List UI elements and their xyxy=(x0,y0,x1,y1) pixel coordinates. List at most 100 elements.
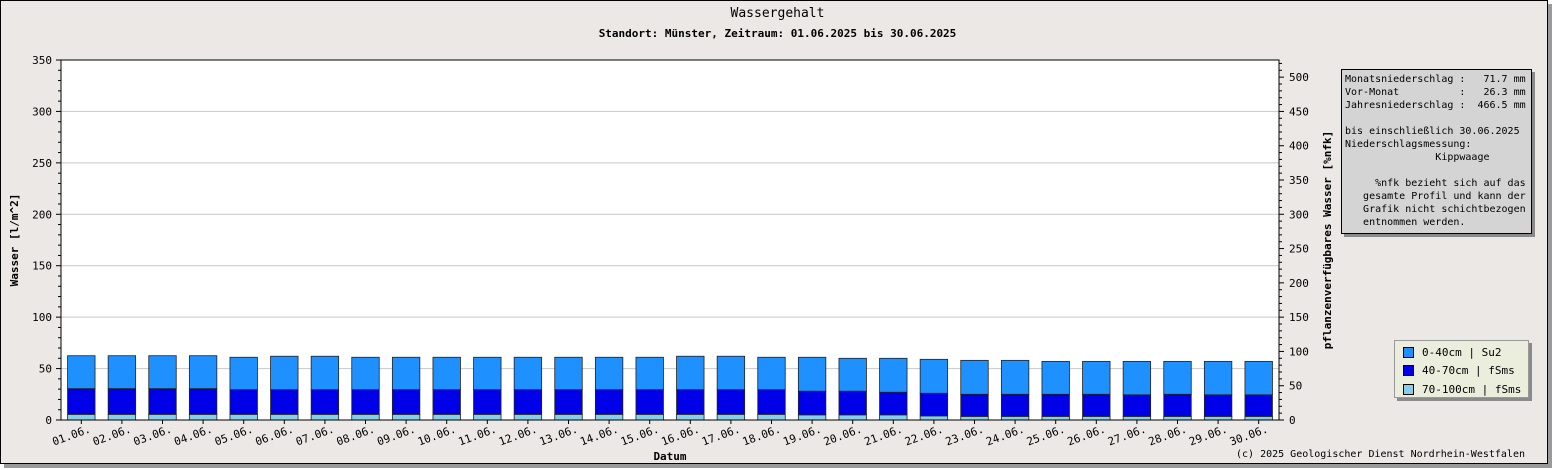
bar-layer-0-40 xyxy=(716,355,746,391)
x-tick-label: 03.06. xyxy=(132,423,174,449)
bar-layer-0-40 xyxy=(351,356,380,391)
bar-layer-40-70 xyxy=(148,388,177,415)
bar-layer-0-40 xyxy=(1000,359,1030,395)
bar-layer-40-70 xyxy=(594,389,624,415)
bar-layer-70-100 xyxy=(1082,415,1111,421)
x-tick-label: 28.06. xyxy=(1147,423,1189,449)
bar-layer-0-40 xyxy=(797,356,827,392)
x-tick-label: 30.06. xyxy=(1228,423,1270,449)
bar-layer-70-100 xyxy=(879,414,908,421)
bar-layer-0-40 xyxy=(310,355,340,391)
bar-layer-0-40 xyxy=(107,355,137,390)
y-tick-label: 0 xyxy=(45,414,52,427)
legend-swatch-layer-0-40 xyxy=(1403,347,1414,358)
x-tick-label: 18.06. xyxy=(741,423,783,449)
y2-tick-label: 50 xyxy=(1289,380,1302,393)
y-tick-label: 250 xyxy=(32,157,52,170)
bar-layer-40-70 xyxy=(919,392,949,417)
bar-layer-70-100 xyxy=(513,413,543,421)
bar-layer-0-40 xyxy=(188,355,218,390)
x-tick-label: 01.06. xyxy=(51,423,93,449)
y2-tick-label: 0 xyxy=(1289,414,1296,427)
bar-layer-70-100 xyxy=(797,414,827,421)
y2-tick-label: 300 xyxy=(1289,208,1309,221)
legend-swatch-layer-70-100 xyxy=(1403,384,1414,395)
bar-layer-0-40 xyxy=(1041,360,1070,395)
y-tick-label: 200 xyxy=(32,208,52,221)
x-tick-label: 22.06. xyxy=(903,423,945,449)
y-tick-label: 300 xyxy=(32,105,52,118)
bar-layer-0-40 xyxy=(635,356,664,391)
bar-layer-40-70 xyxy=(554,389,583,415)
y-tick-label: 100 xyxy=(32,311,52,324)
x-tick-label: 15.06. xyxy=(619,423,661,449)
legend-swatch-layer-40-70 xyxy=(1403,365,1414,376)
x-tick-label: 05.06. xyxy=(213,423,255,449)
bar-layer-40-70 xyxy=(107,388,137,415)
bar-layer-70-100 xyxy=(1163,415,1192,421)
bar-layer-40-70 xyxy=(270,389,299,415)
bar-layer-70-100 xyxy=(1203,415,1233,421)
bar-layer-0-40 xyxy=(67,355,96,390)
bar-layer-70-100 xyxy=(1041,415,1070,421)
y2-tick-label: 350 xyxy=(1289,174,1309,187)
info-line: Kippwaage xyxy=(1345,152,1490,163)
bar-layer-70-100 xyxy=(391,413,421,421)
y2-tick-label: 450 xyxy=(1289,105,1309,118)
plot-border xyxy=(60,59,1280,421)
bar-layer-70-100 xyxy=(351,413,380,421)
bar-layer-40-70 xyxy=(1041,393,1070,417)
y-tick-label: 350 xyxy=(32,54,52,67)
bar-layer-0-40 xyxy=(229,356,258,391)
bar-layer-40-70 xyxy=(391,389,421,415)
bar-layer-40-70 xyxy=(1122,394,1152,417)
bar-layer-0-40 xyxy=(1203,360,1233,396)
bar-layer-0-40 xyxy=(513,356,543,391)
x-tick-label: 08.06. xyxy=(335,423,377,449)
x-tick-label: 12.06. xyxy=(497,423,539,449)
bar-layer-40-70 xyxy=(960,393,989,417)
bar-layer-40-70 xyxy=(716,389,746,415)
x-tick-label: 21.06. xyxy=(863,423,905,449)
x-tick-label: 26.06. xyxy=(1066,423,1108,449)
x-tick-label: 25.06. xyxy=(1025,423,1067,449)
bar-layer-40-70 xyxy=(310,389,340,415)
bar-layer-0-40 xyxy=(919,358,949,394)
bar-layer-70-100 xyxy=(960,415,989,421)
bar-layer-0-40 xyxy=(676,355,705,391)
bar-layer-40-70 xyxy=(1203,394,1233,417)
bar-layer-40-70 xyxy=(473,389,502,415)
x-tick-label: 04.06. xyxy=(172,423,214,449)
x-tick-label: 29.06. xyxy=(1187,423,1229,449)
bar-layer-40-70 xyxy=(797,390,827,416)
bar-layer-70-100 xyxy=(554,413,583,421)
x-tick-label: 24.06. xyxy=(984,423,1026,449)
legend-label: 0-40cm | Su2 xyxy=(1422,346,1502,359)
plot-area xyxy=(61,60,1279,420)
info-line: Vor-Monat : 26.3 mm xyxy=(1345,87,1526,98)
info-line xyxy=(1345,164,1527,177)
bar-layer-0-40 xyxy=(148,355,177,390)
x-axis-label: Datum xyxy=(653,450,687,463)
bar-layer-40-70 xyxy=(513,389,543,415)
x-tick-label: 27.06. xyxy=(1106,423,1148,449)
chart-legend: 0-40cm | Su2 40-70cm | fSms 70-100cm | f… xyxy=(1394,340,1529,398)
info-line: Jahresniederschlag : 466.5 mm xyxy=(1345,100,1526,111)
bar-layer-70-100 xyxy=(310,413,340,421)
bar-layer-70-100 xyxy=(919,415,949,421)
bar-layer-0-40 xyxy=(270,355,299,391)
info-line: Niederschlagsmessung: xyxy=(1345,139,1472,150)
bar-layer-0-40 xyxy=(1082,360,1111,395)
x-tick-label: 14.06. xyxy=(578,423,620,449)
y2-tick-label: 500 xyxy=(1289,71,1309,84)
info-line: %nfk bezieht sich auf das xyxy=(1345,178,1526,189)
y2-tick-label: 150 xyxy=(1289,311,1309,324)
bar-layer-0-40 xyxy=(879,357,908,393)
bar-layer-40-70 xyxy=(676,389,705,415)
y2-tick-label: 400 xyxy=(1289,140,1309,153)
bar-layer-40-70 xyxy=(1000,393,1030,417)
y-tick-label: 150 xyxy=(32,260,52,273)
x-tick-label: 06.06. xyxy=(254,423,296,449)
bar-layer-70-100 xyxy=(107,413,137,421)
x-tick-label: 02.06. xyxy=(91,423,133,449)
